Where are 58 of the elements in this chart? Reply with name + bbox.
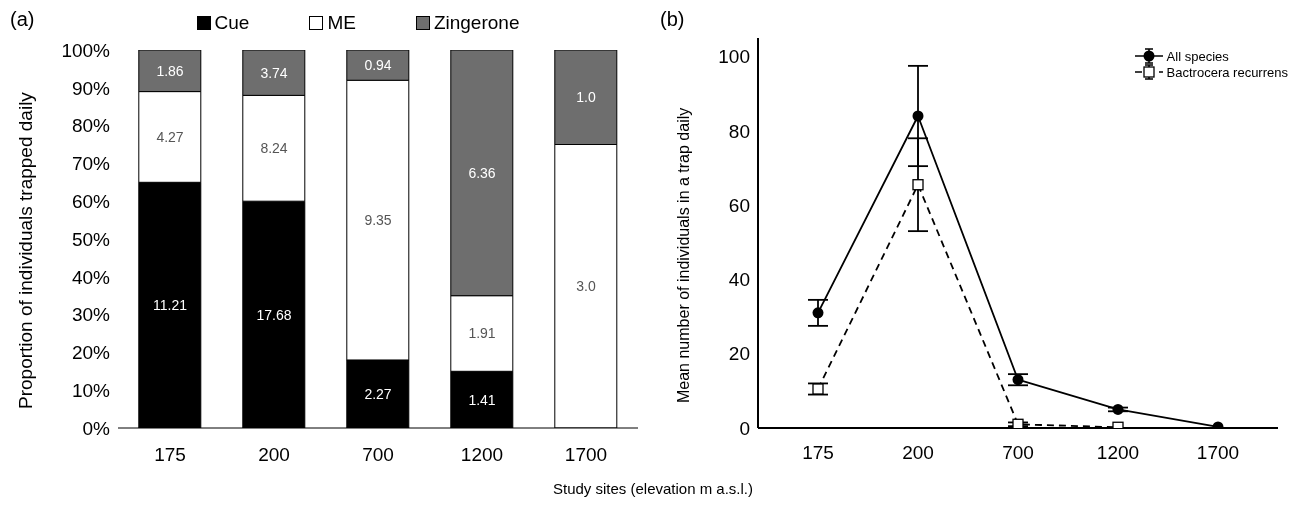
y-tick-label: 0% — [82, 417, 111, 439]
legend-label: All species — [1166, 48, 1229, 64]
legend-label: Bactrocera recurrens — [1166, 64, 1288, 80]
annotation: 4.27 — [156, 128, 184, 145]
x-tick-label: 1200 — [1096, 442, 1140, 464]
x-axis-title: Study sites (elevation m a.s.l.) — [551, 480, 755, 497]
chart-title: (a) — [10, 8, 35, 31]
x-tick-label: 175 — [154, 444, 186, 466]
annotation: 3.74 — [260, 64, 288, 81]
x-tick-label: 200 — [258, 444, 290, 466]
x-tick-label: 1200 — [460, 444, 504, 466]
x-tick-label: 175 — [802, 442, 834, 464]
y-tick-label: 40 — [728, 269, 750, 291]
annotation: 8.24 — [260, 140, 288, 157]
x-tick-label: 1700 — [564, 444, 608, 466]
y-tick-label: 80 — [728, 120, 750, 142]
y-tick-label: 40% — [71, 266, 111, 288]
x-tick-label: 700 — [1002, 442, 1034, 464]
annotation: 17.68 — [256, 306, 292, 323]
annotation: 0.94 — [364, 57, 392, 74]
point — [1012, 374, 1024, 386]
legend-label: ME — [327, 12, 356, 34]
annotation: 1.0 — [576, 89, 596, 106]
y-tick-label: 20% — [71, 342, 111, 364]
y-tick-label: 70% — [71, 153, 111, 175]
legend-label: Cue — [214, 12, 250, 34]
y-tick-label: 10% — [71, 379, 111, 401]
point — [1012, 418, 1024, 428]
annotation: 3.0 — [576, 278, 596, 295]
x-tick-label: 200 — [902, 442, 934, 464]
y-tick-label: 20 — [728, 343, 750, 365]
annotation: 1.41 — [468, 391, 496, 408]
y-tick-label: 60% — [71, 190, 111, 212]
y-tick-label: 90% — [71, 77, 111, 99]
y-tick-label: 0 — [739, 417, 750, 439]
legend-label: Zingerone — [433, 12, 520, 34]
point — [1112, 403, 1124, 415]
x-tick-label: 1700 — [1196, 442, 1240, 464]
annotation: 9.35 — [364, 212, 392, 229]
y-axis-title: Proportion of individuals trapped daily — [14, 91, 36, 409]
annotation: 2.27 — [364, 385, 392, 402]
point — [912, 179, 924, 191]
annotation: 1.86 — [156, 62, 184, 79]
y-tick-label: 30% — [71, 304, 111, 326]
chart-title: (b) — [660, 8, 685, 31]
y-tick-label: 60 — [728, 194, 750, 216]
annotation: 1.91 — [468, 325, 496, 342]
point — [812, 307, 824, 319]
annotation: 6.36 — [468, 164, 496, 181]
y-tick-label: 100% — [61, 39, 111, 61]
y-axis-title: Mean number of individuals in a trap daily — [674, 107, 692, 403]
x-tick-label: 700 — [362, 444, 394, 466]
y-tick-label: 50% — [71, 228, 111, 250]
y-tick-label: 100 — [718, 46, 750, 68]
annotation: 11.21 — [153, 297, 188, 314]
point — [812, 383, 824, 395]
point — [912, 110, 924, 122]
y-tick-label: 80% — [71, 115, 111, 137]
